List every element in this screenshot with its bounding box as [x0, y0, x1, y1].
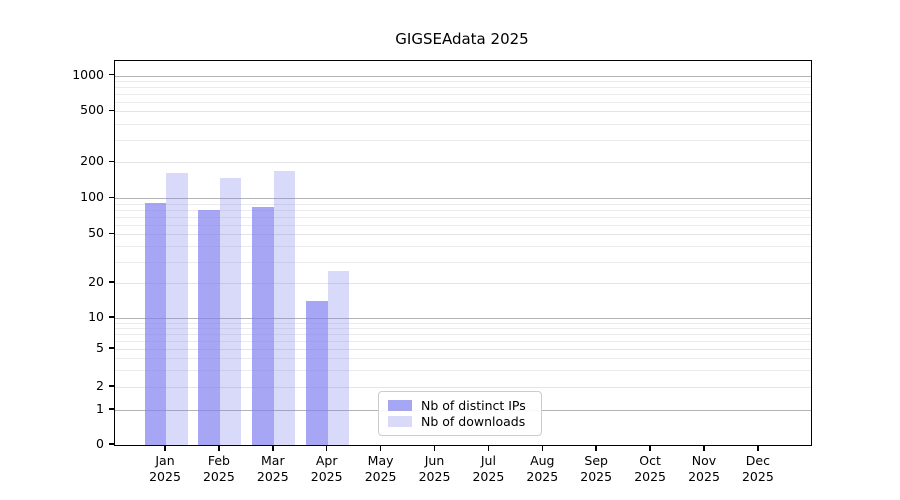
gridline-2	[115, 386, 811, 388]
gridline-30	[115, 261, 811, 263]
y-tick-label-200: 200	[80, 153, 104, 169]
gridline-4	[115, 358, 811, 360]
y-tick-mark-20	[108, 281, 114, 283]
y-tick-mark-100	[108, 196, 114, 199]
legend-row-downloads: Nb of downloads	[388, 414, 531, 429]
y-tick-label-1000: 1000	[72, 66, 104, 82]
y-tick-mark-0	[108, 443, 114, 445]
y-tick-label-2: 2	[96, 377, 104, 393]
gridline-20	[115, 283, 811, 285]
x-tick-mark-feb	[218, 445, 220, 451]
y-tick-label-500: 500	[80, 102, 104, 118]
y-tick-mark-5	[108, 347, 114, 349]
bar-distinct-ips-mar	[252, 206, 274, 445]
y-tick-label-5: 5	[96, 340, 104, 356]
y-tick-label-0: 0	[96, 436, 104, 451]
legend-label-distinct-ips: Nb of distinct IPs	[421, 398, 526, 413]
gridline-800	[115, 87, 811, 88]
bar-downloads-mar	[273, 170, 296, 445]
gridline-70	[115, 216, 811, 218]
x-tick-label-feb: Feb 2025	[202, 453, 235, 484]
x-tick-mark-aug	[541, 445, 544, 451]
x-tick-mark-sep	[595, 445, 597, 451]
y-tick-label-50: 50	[88, 225, 104, 241]
x-tick-label-jun: Jun 2025	[418, 453, 451, 484]
x-tick-label-nov: Nov 2025	[688, 453, 720, 484]
y-tick-label-10: 10	[88, 309, 104, 325]
gridline-3	[115, 370, 811, 372]
x-tick-label-may: May 2025	[364, 453, 397, 484]
y-tick-mark-2	[108, 385, 114, 387]
gridline-6	[115, 341, 811, 342]
x-tick-mark-jun	[433, 445, 436, 451]
bar-distinct-ips-apr	[306, 301, 328, 445]
x-tick-label-oct: Oct 2025	[634, 453, 666, 484]
x-tick-label-apr: Apr 2025	[310, 453, 343, 484]
x-tick-label-jan: Jan 2025	[149, 453, 181, 484]
bar-downloads-apr	[327, 271, 350, 445]
legend-swatch-downloads	[388, 416, 412, 427]
gridline-700	[115, 94, 811, 95]
plot-area	[114, 60, 812, 446]
gridline-1000	[115, 75, 811, 77]
gridline-40	[115, 246, 811, 248]
gridline-7	[115, 334, 811, 336]
x-tick-mark-jan	[164, 445, 166, 451]
gridline-50	[115, 234, 811, 236]
y-tick-mark-1	[108, 408, 114, 410]
y-tick-mark-50	[108, 232, 114, 235]
gridline-900	[115, 80, 811, 82]
gridline-10	[115, 318, 811, 320]
x-tick-label-mar: Mar 2025	[256, 453, 289, 484]
x-tick-label-dec: Dec 2025	[741, 453, 774, 484]
bar-distinct-ips-jan	[144, 202, 166, 445]
y-tick-label-100: 100	[80, 189, 104, 205]
gridline-200	[115, 162, 811, 164]
x-tick-mark-jul	[487, 445, 490, 451]
x-tick-mark-apr	[325, 445, 328, 451]
x-tick-mark-oct	[649, 445, 651, 451]
gridline-600	[115, 102, 811, 103]
bar-downloads-feb	[219, 178, 242, 445]
x-tick-mark-mar	[272, 445, 274, 451]
gridline-400	[115, 123, 811, 125]
gridline-8	[115, 328, 811, 330]
gridline-9	[115, 322, 811, 324]
x-tick-mark-dec	[757, 445, 759, 451]
x-tick-label-aug: Aug 2025	[526, 453, 559, 484]
y-tick-mark-1000	[108, 73, 114, 76]
y-tick-label-1: 1	[96, 401, 104, 417]
x-tick-label-sep: Sep 2025	[580, 453, 613, 484]
legend-swatch-distinct-ips	[388, 400, 412, 411]
x-tick-mark-nov	[703, 445, 705, 451]
legend-row-distinct-ips: Nb of distinct IPs	[388, 398, 531, 413]
gridline-500	[115, 111, 811, 113]
gridline-5	[115, 349, 811, 351]
y-tick-mark-500	[108, 109, 114, 112]
bar-distinct-ips-feb	[198, 209, 220, 445]
gridline-300	[115, 139, 811, 141]
x-tick-mark-may	[379, 445, 382, 451]
bar-downloads-jan	[166, 173, 188, 445]
gridline-60	[115, 224, 811, 226]
chart-title: GIGSEAdata 2025	[395, 30, 529, 48]
gridline-90	[115, 203, 811, 205]
gridline-80	[115, 209, 811, 211]
x-tick-label-jul: Jul 2025	[472, 453, 505, 484]
y-tick-label-20: 20	[88, 274, 104, 290]
y-tick-mark-200	[108, 160, 114, 163]
legend: Nb of distinct IPs Nb of downloads	[378, 391, 542, 436]
legend-label-downloads: Nb of downloads	[421, 414, 526, 429]
gridline-100	[115, 198, 811, 200]
y-tick-mark-10	[108, 316, 114, 318]
